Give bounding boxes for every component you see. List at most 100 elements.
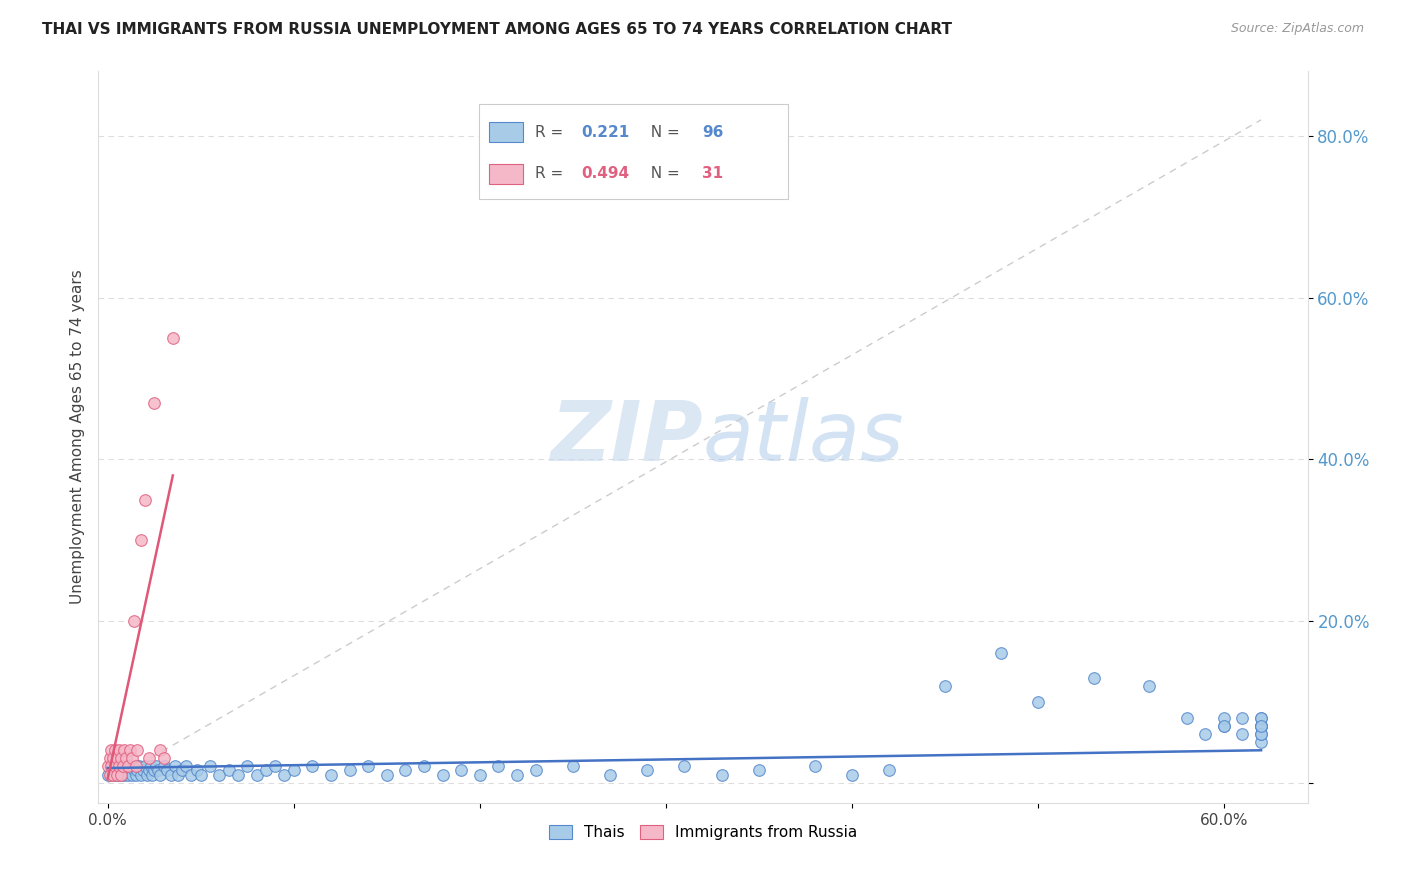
Point — [245, 767, 267, 781]
Point — [162, 331, 184, 345]
Point — [103, 767, 125, 781]
Point — [121, 751, 143, 765]
Point — [111, 759, 134, 773]
Point — [198, 759, 221, 773]
Point — [129, 767, 152, 781]
Point — [118, 759, 141, 773]
Text: R =: R = — [534, 166, 568, 181]
Point — [108, 759, 131, 773]
Point — [599, 767, 621, 781]
Point — [105, 767, 128, 781]
Point — [105, 759, 128, 773]
Point — [117, 759, 139, 773]
FancyBboxPatch shape — [479, 104, 787, 200]
Point — [413, 759, 436, 773]
Point — [124, 767, 146, 781]
Text: Source: ZipAtlas.com: Source: ZipAtlas.com — [1230, 22, 1364, 36]
Point — [104, 743, 127, 757]
Point — [108, 743, 131, 757]
Text: 96: 96 — [702, 125, 723, 139]
Point — [172, 764, 194, 778]
Point — [98, 767, 121, 781]
Text: N =: N = — [641, 125, 685, 139]
Point — [103, 767, 125, 781]
Point — [273, 767, 295, 781]
Point — [143, 395, 166, 409]
Point — [506, 767, 529, 781]
Point — [174, 759, 197, 773]
Point — [167, 767, 190, 781]
Point — [1250, 727, 1272, 741]
Point — [357, 759, 380, 773]
Point — [394, 764, 416, 778]
Point — [121, 767, 143, 781]
Point — [208, 767, 231, 781]
Point — [149, 767, 172, 781]
Point — [1250, 711, 1272, 725]
Point — [139, 759, 162, 773]
Point — [152, 751, 174, 765]
Point — [218, 764, 240, 778]
Point — [103, 751, 125, 765]
Point — [117, 767, 139, 781]
Point — [127, 764, 149, 778]
Point — [673, 759, 696, 773]
Point — [283, 764, 305, 778]
Point — [236, 759, 259, 773]
Point — [97, 767, 120, 781]
Point — [561, 759, 583, 773]
Point — [134, 492, 156, 507]
Point — [1250, 735, 1272, 749]
Point — [190, 767, 212, 781]
Point — [1232, 727, 1254, 741]
Text: THAI VS IMMIGRANTS FROM RUSSIA UNEMPLOYMENT AMONG AGES 65 TO 74 YEARS CORRELATIO: THAI VS IMMIGRANTS FROM RUSSIA UNEMPLOYM… — [42, 22, 952, 37]
Point — [1139, 679, 1161, 693]
Point — [486, 759, 509, 773]
Point — [710, 767, 733, 781]
Point — [127, 743, 149, 757]
Point — [1250, 719, 1272, 733]
Point — [129, 533, 152, 548]
Point — [122, 764, 145, 778]
Point — [100, 743, 122, 757]
Point — [1212, 719, 1234, 733]
Point — [132, 764, 155, 778]
Point — [1026, 695, 1049, 709]
Point — [301, 759, 323, 773]
Point — [138, 751, 160, 765]
Point — [100, 759, 122, 773]
Point — [110, 751, 132, 765]
Point — [877, 764, 900, 778]
Point — [118, 764, 141, 778]
Bar — [489, 163, 523, 184]
Point — [432, 767, 454, 781]
Point — [186, 764, 208, 778]
Point — [124, 759, 146, 773]
Point — [114, 767, 136, 781]
Point — [1250, 719, 1272, 733]
Text: ZIP: ZIP — [550, 397, 703, 477]
Point — [1194, 727, 1216, 741]
Point — [636, 764, 658, 778]
Point — [990, 646, 1012, 660]
Point — [264, 759, 287, 773]
Text: N =: N = — [641, 166, 685, 181]
Point — [254, 764, 277, 778]
Point — [138, 764, 160, 778]
Point — [108, 764, 131, 778]
Point — [375, 767, 398, 781]
Point — [934, 679, 956, 693]
Point — [524, 764, 547, 778]
Point — [319, 767, 342, 781]
Point — [135, 767, 157, 781]
Point — [450, 764, 472, 778]
Point — [841, 767, 863, 781]
Point — [152, 759, 174, 773]
Y-axis label: Unemployment Among Ages 65 to 74 years: Unemployment Among Ages 65 to 74 years — [69, 269, 84, 605]
Point — [104, 764, 127, 778]
Point — [115, 764, 138, 778]
Point — [115, 751, 138, 765]
Point — [156, 764, 179, 778]
Point — [1212, 711, 1234, 725]
Point — [1175, 711, 1198, 725]
